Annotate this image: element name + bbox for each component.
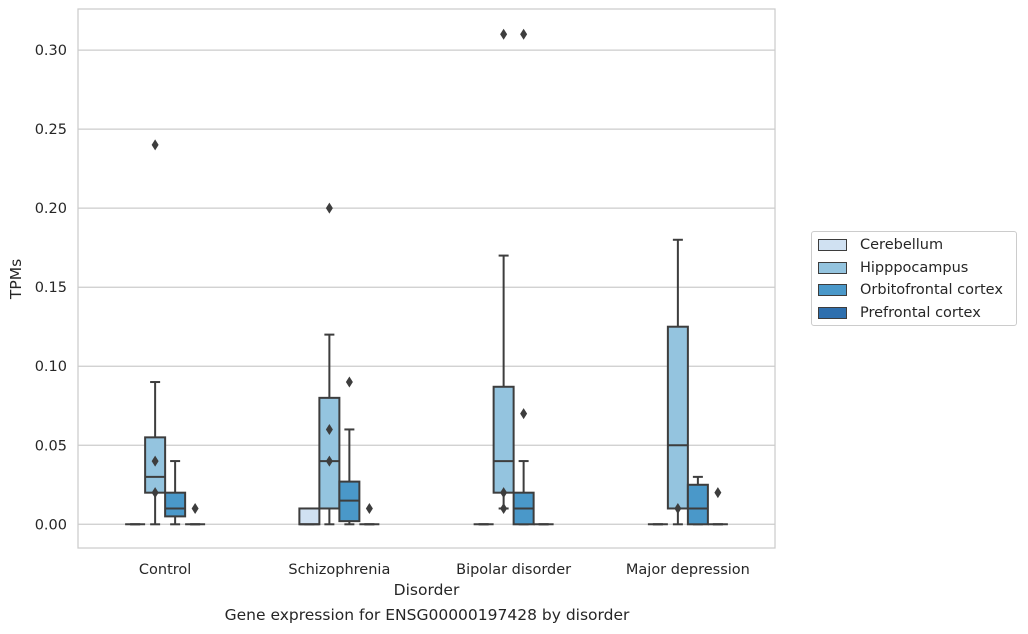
outlier-point	[520, 28, 528, 40]
box-orbitofrontal-cortex	[164, 460, 187, 526]
y-tick-label: 0.00	[35, 517, 67, 533]
outlier-point	[714, 487, 722, 499]
box-cerebellum	[298, 507, 321, 526]
y-tick-label: 0.25	[35, 122, 67, 138]
y-tick-label: 0.05	[35, 438, 67, 454]
chart-caption: Gene expression for ENSG00000197428 by d…	[224, 606, 630, 624]
boxes	[125, 28, 728, 526]
outlier-point	[500, 28, 508, 40]
y-tick-label: 0.30	[35, 43, 67, 59]
box-hipppocampus	[666, 238, 689, 526]
box-hipppocampus	[492, 28, 515, 514]
legend-label: Cerebellum	[860, 237, 944, 253]
box-prefrontal-cortex	[185, 502, 206, 526]
x-tick-label: Bipolar disorder	[456, 562, 571, 578]
y-tick-label: 0.10	[35, 359, 67, 375]
x-tick-label: Control	[139, 562, 191, 578]
legend-swatch	[818, 261, 847, 274]
outlier-point	[151, 487, 159, 499]
legend-item: Cerebellum	[818, 235, 943, 255]
box-iqr	[298, 507, 321, 526]
outlier-point	[520, 408, 528, 420]
legend-item: Prefrontal cortex	[818, 303, 981, 323]
y-tick-labels: 0.00 0.05 0.10 0.15 0.20 0.25 0.30	[35, 43, 67, 533]
outlier-point	[325, 423, 333, 435]
box-orbitofrontal-cortex	[512, 28, 535, 526]
box-iqr	[492, 385, 515, 494]
box-iqr	[164, 491, 187, 518]
box-iqr	[686, 483, 709, 526]
legend-item: Hipppocampus	[818, 258, 968, 278]
outlier-point	[325, 202, 333, 214]
box-orbitofrontal-cortex	[338, 376, 361, 526]
outlier-point	[674, 502, 682, 514]
box-iqr	[666, 325, 689, 510]
y-tick-label: 0.15	[35, 280, 67, 296]
box-prefrontal-cortex	[359, 502, 380, 526]
x-tick-labels: Control Schizophrenia Bipolar disorder Majo…	[139, 562, 750, 578]
legend-swatch	[818, 239, 847, 251]
legend: Cerebellum Hipppocampus Orbitofrontal cort…	[811, 231, 1017, 326]
outlier-point	[500, 502, 508, 514]
box-hipppocampus	[318, 202, 341, 526]
outlier-point	[151, 139, 159, 151]
legend-label: Prefrontal cortex	[860, 304, 981, 321]
x-tick-label: Major depression	[626, 562, 750, 578]
legend-swatch	[818, 306, 847, 319]
legend-label: Hipppocampus	[860, 259, 969, 276]
y-axis-label: TPMs	[7, 259, 25, 300]
plot-frame	[77, 8, 776, 549]
x-axis-label: Disorder	[394, 581, 460, 599]
box-prefrontal-cortex	[707, 487, 728, 526]
legend-label: Orbitofrontal cortex	[860, 282, 1003, 298]
box-orbitofrontal-cortex	[686, 475, 709, 526]
box-hipppocampus	[144, 139, 167, 526]
outlier-point	[325, 455, 333, 467]
outlier-point	[500, 487, 508, 499]
outlier-point	[151, 455, 159, 467]
legend-swatch	[818, 284, 847, 296]
outlier-point	[365, 502, 373, 514]
y-tick-label: 0.20	[35, 201, 67, 217]
box-iqr	[318, 396, 341, 510]
legend-item: Orbitofrontal cortex	[818, 280, 1003, 300]
outlier-point	[191, 502, 199, 514]
plot-area	[78, 9, 775, 548]
outlier-point	[345, 376, 353, 388]
x-tick-label: Schizophrenia	[288, 562, 390, 578]
